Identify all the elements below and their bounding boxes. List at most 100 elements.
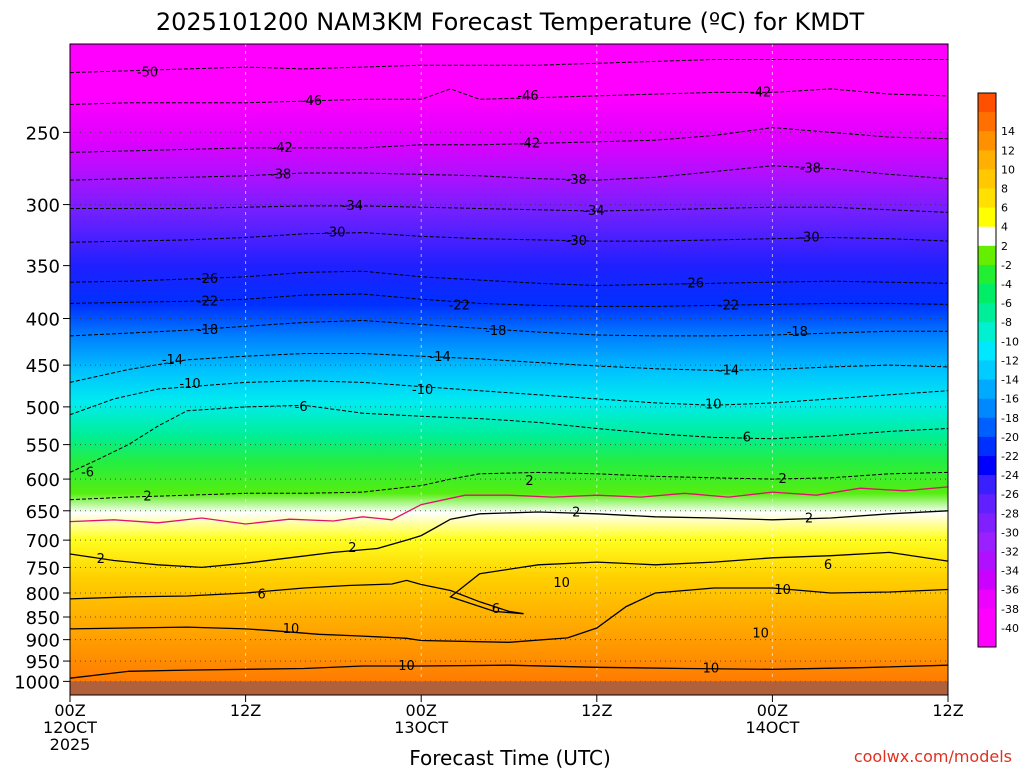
colorbar-swatch xyxy=(978,169,996,189)
isotherm-label: -14 xyxy=(162,353,183,368)
x-tick-label: 12OCT xyxy=(43,718,97,737)
colorbar-label: 12 xyxy=(1001,144,1015,157)
isotherm-line xyxy=(70,486,948,525)
colorbar-label: -2 xyxy=(1001,259,1012,272)
isotherm-label: 2 xyxy=(97,552,105,567)
colorbar-label: 10 xyxy=(1001,163,1015,176)
colorbar-swatch xyxy=(978,455,996,476)
isotherm-label: 10 xyxy=(398,659,415,674)
y-tick-label: 1000 xyxy=(14,672,60,693)
y-tick-label: 300 xyxy=(26,196,60,217)
isotherm-label: -22 xyxy=(718,298,739,313)
isotherm-label: -38 xyxy=(270,167,291,182)
isotherm-label: -30 xyxy=(566,234,587,249)
isotherm-label: -34 xyxy=(583,204,604,219)
y-tick-label: 850 xyxy=(26,608,60,629)
isotherm-label: -46 xyxy=(301,94,322,109)
isotherm-label: -38 xyxy=(800,162,821,177)
colorbar-label: -18 xyxy=(1001,412,1019,425)
isotherm-label: 10 xyxy=(703,661,720,676)
colorbar-label: -38 xyxy=(1001,603,1019,616)
isotherm-label: 2 xyxy=(348,541,356,556)
colorbar-label: -14 xyxy=(1001,374,1019,387)
colorbar-label: 6 xyxy=(1001,202,1008,215)
colorbar-label: -12 xyxy=(1001,354,1019,367)
colorbar-swatch xyxy=(978,245,996,266)
isotherm-label: -42 xyxy=(750,85,771,100)
colorbar-swatch xyxy=(978,303,996,323)
colorbar: 14 12 10 8 6 4 2 -2 -4 -6 -8 -10 -12 -14 -16 -18 -20 -22 -… xyxy=(977,92,1019,648)
colorbar-label: -22 xyxy=(1001,450,1019,463)
colorbar-label: 14 xyxy=(1001,125,1015,138)
colorbar-label: -28 xyxy=(1001,507,1019,520)
colorbar-swatch xyxy=(978,475,996,495)
colorbar-swatch xyxy=(978,589,996,610)
isotherm-label: 6 xyxy=(258,587,266,602)
y-tick-label: 950 xyxy=(26,652,60,673)
isotherm-line xyxy=(70,551,948,615)
y-tick-label: 800 xyxy=(26,584,60,605)
y-tick-label: 250 xyxy=(26,123,60,144)
isotherm-line xyxy=(70,88,948,105)
isotherm-line xyxy=(70,404,948,473)
isotherm-label: -38 xyxy=(566,173,587,188)
chart-title: 2025101200 NAM3KM Forecast Temperature (… xyxy=(156,8,865,36)
colorbar-swatch xyxy=(978,322,996,342)
isotherm-label: -6 xyxy=(738,430,751,445)
pressure-axis: 2503003504004505005506006507007508008509… xyxy=(14,123,70,693)
colorbar-swatch xyxy=(978,417,996,438)
isotherm-line xyxy=(70,59,948,74)
colorbar-swatch xyxy=(978,360,996,380)
y-tick-label: 500 xyxy=(26,398,60,419)
y-tick-label: 700 xyxy=(26,531,60,552)
isotherm-line xyxy=(70,127,948,153)
colorbar-label: -32 xyxy=(1001,545,1019,558)
isotherm-line xyxy=(70,319,948,337)
isotherm-label: -50 xyxy=(137,66,158,81)
colorbar-swatch xyxy=(978,226,996,247)
isotherm-line xyxy=(70,510,948,569)
x-tick-label: 14OCT xyxy=(745,718,799,737)
colorbar-swatch xyxy=(978,207,996,228)
isotherm-label: -18 xyxy=(787,325,808,340)
x-tick-label: 00Z xyxy=(54,701,85,720)
colorbar-label: 2 xyxy=(1001,240,1008,253)
isotherm-label: -6 xyxy=(295,400,308,415)
colorbar-swatch xyxy=(978,551,996,571)
x-tick-label: 00Z xyxy=(757,701,788,720)
isotherm-line xyxy=(70,293,948,307)
x-tick-label: 00Z xyxy=(406,701,437,720)
colorbar-frame xyxy=(977,92,997,648)
isotherm-label: -10 xyxy=(412,383,433,398)
colorbar-swatch xyxy=(978,627,996,648)
isotherm-label: 6 xyxy=(824,558,832,573)
surface-band xyxy=(70,681,948,695)
colorbar-label: -6 xyxy=(1001,297,1012,310)
colorbar-label: -30 xyxy=(1001,526,1019,539)
colorbar-label: -40 xyxy=(1001,622,1019,635)
isotherm-label: 10 xyxy=(774,583,791,598)
colorbar-label: 4 xyxy=(1001,221,1008,234)
isotherm-line xyxy=(70,471,948,501)
isotherm-label: -26 xyxy=(197,272,218,287)
colorbar-label: -10 xyxy=(1001,335,1019,348)
colorbar-swatch xyxy=(978,131,996,151)
isotherm-labels: -50 -46 -46 -42 -42 -42 -38 -38 -38 -34 -34 -30 -30 -… xyxy=(81,66,832,677)
isotherm-label: -22 xyxy=(197,294,218,309)
colorbar-swatch xyxy=(978,112,996,132)
isotherm-line xyxy=(70,205,948,213)
plot-frame xyxy=(69,43,949,696)
colorbar-swatch xyxy=(978,398,996,419)
colorbar-swatch xyxy=(978,93,996,113)
colorbar-swatch xyxy=(978,608,996,629)
y-tick-label: 400 xyxy=(26,310,60,331)
isotherm-label: -34 xyxy=(342,199,363,214)
isotherm-line xyxy=(70,380,948,416)
isotherm-label: -42 xyxy=(272,141,293,156)
isotherm-line xyxy=(70,165,948,181)
credit-label: coolwx.com/models xyxy=(854,747,1012,766)
colorbar-label: -8 xyxy=(1001,316,1012,329)
colorbar-label: 8 xyxy=(1001,183,1008,196)
isotherm-line xyxy=(70,664,948,679)
